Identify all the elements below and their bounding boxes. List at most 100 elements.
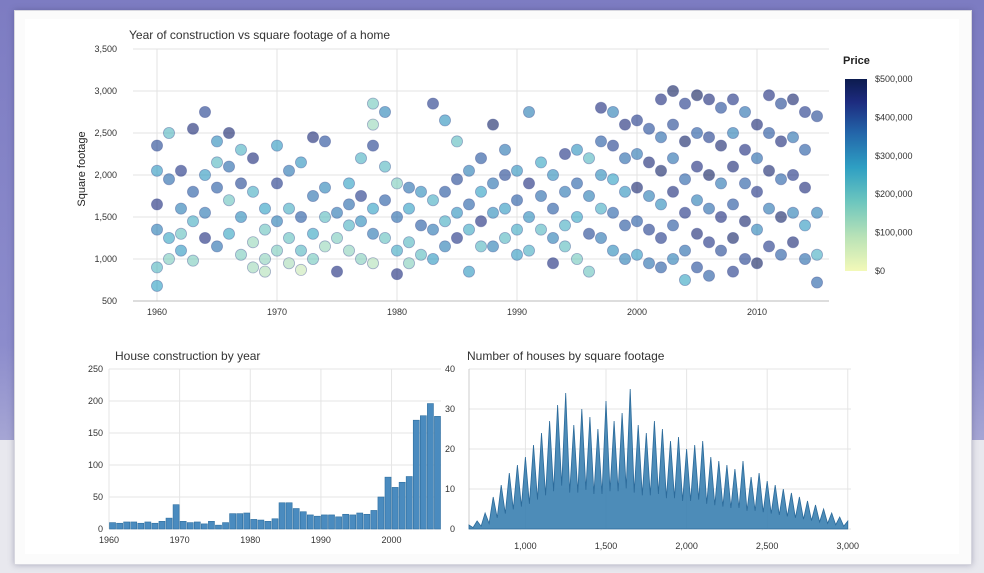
- area-x-tick-label: 2,500: [756, 541, 779, 551]
- scatter-point: [679, 135, 692, 148]
- scatter-point: [378, 106, 391, 119]
- scatter-point: [258, 223, 271, 236]
- scatter-point: [655, 93, 668, 106]
- scatter-x-tick-label: 2000: [627, 307, 647, 317]
- scatter-x-tick-label: 1990: [507, 307, 527, 317]
- scatter-point: [595, 101, 608, 114]
- colorbar-tick-label: $500,000: [875, 74, 913, 84]
- area-y-tick-label: 20: [445, 444, 455, 454]
- bar-rect: [405, 476, 413, 530]
- scatter-point: [559, 185, 572, 198]
- scatter-point: [186, 215, 199, 228]
- scatter-y-tick-label: 2,500: [94, 128, 117, 138]
- bar-rect: [264, 521, 272, 530]
- bar-rect: [186, 522, 194, 530]
- scatter-point: [402, 257, 415, 270]
- scatter-point: [354, 252, 367, 265]
- bar-y-tick-label: 50: [93, 492, 103, 502]
- area-x-tick-label: 3,000: [837, 541, 860, 551]
- scatter-point: [619, 118, 632, 131]
- scatter-point: [643, 257, 656, 270]
- scatter-y-tick-label: 1,000: [94, 254, 117, 264]
- scatter-point: [174, 164, 187, 177]
- scatter-point: [667, 85, 680, 98]
- scatter-point: [462, 198, 475, 211]
- colorbar-tick-label: $0: [875, 266, 885, 276]
- bar-rect: [222, 522, 229, 530]
- scatter-point: [667, 185, 680, 198]
- scatter-point: [631, 147, 644, 160]
- scatter-point: [151, 139, 164, 152]
- scatter-point: [547, 168, 560, 181]
- scatter-point: [763, 202, 776, 215]
- bar-rect: [179, 521, 187, 530]
- bar-rect: [377, 496, 385, 530]
- bar-rect: [109, 522, 116, 530]
- bar-rect: [215, 524, 222, 530]
- colorbar-tick-label: $100,000: [875, 228, 913, 238]
- bar-y-ticks: 0 50 100 150 200 250: [88, 364, 103, 534]
- scatter-point: [679, 273, 692, 286]
- scatter-point: [330, 206, 343, 219]
- scatter-point: [162, 127, 175, 140]
- scatter-point: [462, 223, 475, 236]
- scatter-point: [510, 248, 523, 261]
- scatter-point: [715, 101, 728, 114]
- scatter-point: [715, 139, 728, 152]
- scatter-point: [162, 252, 175, 265]
- scatter-point: [510, 164, 523, 177]
- scatter-point: [522, 244, 535, 257]
- scatter-point: [643, 122, 656, 135]
- scatter-point: [270, 215, 283, 228]
- bar-rect: [172, 504, 180, 530]
- scatter-point: [631, 215, 644, 228]
- scatter-point: [751, 223, 764, 236]
- bar-rect: [306, 514, 314, 530]
- scatter-point: [679, 206, 692, 219]
- scatter-point: [787, 131, 800, 144]
- scatter-point: [727, 160, 740, 173]
- area-fill: [468, 388, 849, 530]
- colorbar-label: Price: [843, 55, 870, 67]
- scatter-point: [270, 244, 283, 257]
- scatter-point: [703, 269, 716, 282]
- scatter-point: [727, 231, 740, 244]
- scatter-point: [438, 114, 451, 127]
- scatter-point: [390, 244, 403, 257]
- scatter-point: [222, 127, 235, 140]
- scatter-point: [715, 177, 728, 190]
- scatter-point: [510, 194, 523, 207]
- scatter-point: [655, 198, 668, 211]
- bar-rect: [292, 508, 300, 530]
- scatter-point: [583, 265, 596, 278]
- bar-rect: [335, 516, 342, 530]
- scatter-point: [595, 231, 608, 244]
- scatter-point: [246, 261, 259, 274]
- area-series: [468, 388, 849, 530]
- scatter-point: [679, 244, 692, 257]
- scatter-point: [607, 106, 620, 119]
- scatter-point: [534, 189, 547, 202]
- scatter-point: [715, 210, 728, 223]
- scatter-point: [234, 210, 247, 223]
- bar-x-ticks: 1960 1970 1980 1990 2000: [99, 535, 402, 545]
- scatter-point: [619, 252, 632, 265]
- scatter-point: [342, 198, 355, 211]
- scatter-point: [450, 206, 463, 219]
- scatter-point: [151, 279, 164, 292]
- scatter-point: [222, 227, 235, 240]
- scatter-point: [595, 202, 608, 215]
- scatter-point: [751, 185, 764, 198]
- scatter-point: [691, 261, 704, 274]
- scatter-point: [619, 219, 632, 232]
- scatter-point: [306, 227, 319, 240]
- scatter-point: [643, 189, 656, 202]
- scatter-point: [691, 194, 704, 207]
- scatter-point: [258, 252, 271, 265]
- scatter-point: [366, 97, 379, 110]
- scatter-point: [282, 231, 295, 244]
- scatter-point: [811, 276, 824, 289]
- scatter-point: [727, 127, 740, 140]
- scatter-point: [619, 152, 632, 165]
- scatter-point: [246, 236, 259, 249]
